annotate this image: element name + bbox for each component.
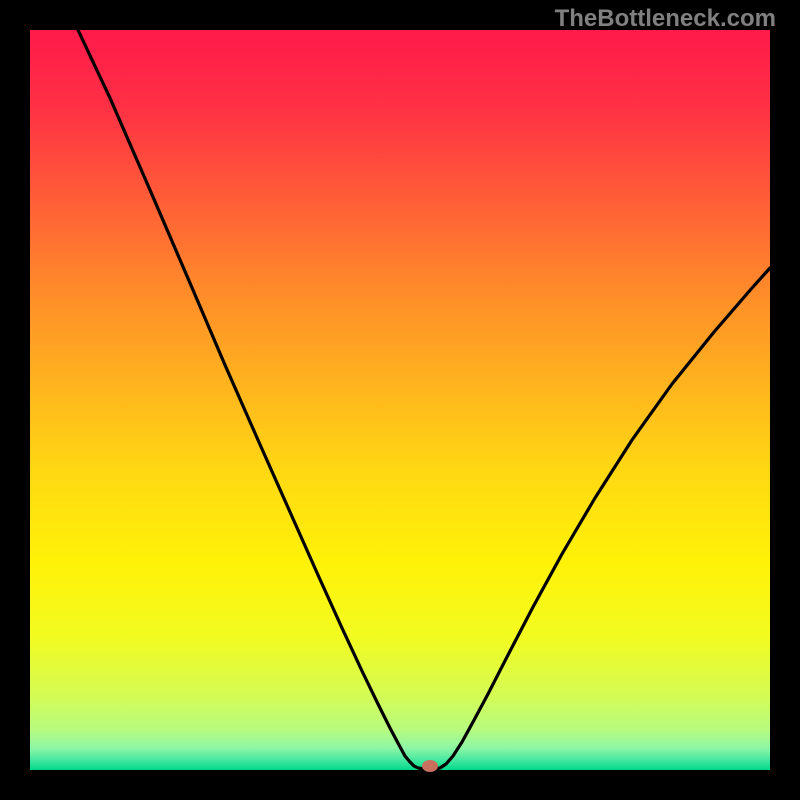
watermark-text: TheBottleneck.com xyxy=(555,5,776,33)
minimum-marker xyxy=(422,760,438,772)
chart-svg xyxy=(0,0,800,800)
